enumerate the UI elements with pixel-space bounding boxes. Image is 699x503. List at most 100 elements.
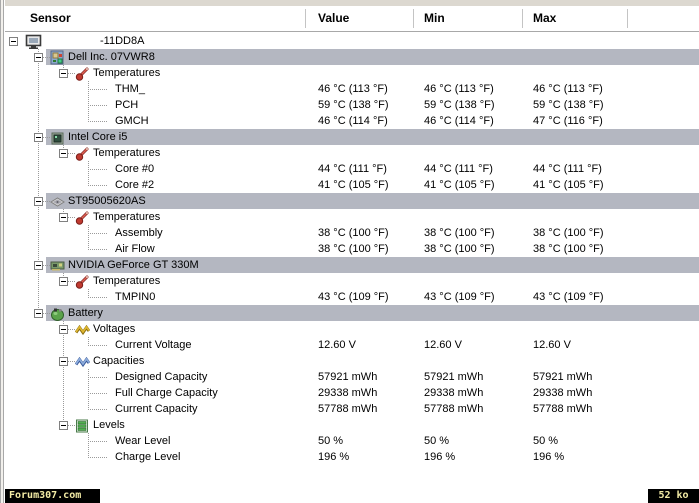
computer-icon <box>25 34 42 49</box>
tree-row[interactable]: GMCH 46 °C (114 °F) 46 °C (114 °F) 47 °C (1… <box>0 113 699 129</box>
expand-toggle[interactable] <box>59 69 68 78</box>
tree-guide <box>68 361 75 362</box>
tree-row[interactable]: Intel Core i5 <box>0 129 699 145</box>
tree-row[interactable]: Temperatures <box>0 209 699 225</box>
column-header-min[interactable]: Min <box>424 11 445 25</box>
tree-row[interactable]: Core #2 41 °C (105 °F) 41 °C (105 °F) 41 °C… <box>0 177 699 193</box>
column-header-sensor[interactable]: Sensor <box>30 11 71 25</box>
expand-toggle[interactable] <box>34 53 43 62</box>
tree-row[interactable]: PCH 59 °C (138 °F) 59 °C (138 °F) 59 °C (13… <box>0 97 699 113</box>
expand-toggle[interactable] <box>59 277 68 286</box>
expand-toggle[interactable] <box>59 357 68 366</box>
tree-guide <box>68 281 75 282</box>
max-cell: 196 % <box>533 451 565 463</box>
min-cell: 38 °C (100 °F) <box>424 227 495 239</box>
max-cell: 46 °C (113 °F) <box>533 83 603 95</box>
sensor-label: Wear Level <box>115 435 171 447</box>
wave-blue-icon <box>75 354 90 369</box>
tree-row[interactable]: Temperatures <box>0 145 699 161</box>
thermometer-icon <box>75 210 90 225</box>
device-row-highlight <box>46 193 699 209</box>
expand-toggle[interactable] <box>9 37 18 46</box>
column-separator[interactable] <box>522 9 523 28</box>
tree-guide <box>88 233 108 234</box>
sensor-label: THM_ <box>115 83 145 95</box>
device-row-highlight <box>46 305 699 321</box>
value-cell: 29338 mWh <box>318 387 378 399</box>
tree-row[interactable]: Battery <box>0 305 699 321</box>
value-cell: 196 % <box>318 451 350 463</box>
tree-row[interactable]: Core #0 44 °C (111 °F) 44 °C (111 °F) 44 °C… <box>0 161 699 177</box>
expand-toggle[interactable] <box>59 213 68 222</box>
tree-guide <box>43 57 50 58</box>
expand-toggle[interactable] <box>34 309 43 318</box>
max-cell: 38 °C (100 °F) <box>533 227 604 239</box>
tree-guide <box>68 153 75 154</box>
max-cell: 50 % <box>533 435 559 447</box>
sensor-label: NVIDIA GeForce GT 330M <box>68 259 199 271</box>
min-cell: 57788 mWh <box>424 403 484 415</box>
sensor-label: Full Charge Capacity <box>115 387 218 399</box>
max-cell: 57921 mWh <box>533 371 593 383</box>
sensor-label: Temperatures <box>93 67 161 79</box>
tree-row[interactable]: TMPIN0 43 °C (109 °F) 43 °C (109 °F) 43 °C … <box>0 289 699 305</box>
tree-guide <box>68 217 75 218</box>
tree-row[interactable]: Levels <box>0 417 699 433</box>
value-cell: 44 °C (111 °F) <box>318 163 387 175</box>
column-separator[interactable] <box>413 9 414 28</box>
min-cell: 57921 mWh <box>424 371 484 383</box>
tree-row[interactable]: Designed Capacity 57921 mWh 57921 mWh 57921… <box>0 369 699 385</box>
tree-row[interactable]: -11DD8A <box>0 33 699 49</box>
sensor-label: Temperatures <box>93 275 161 287</box>
tree-row[interactable]: Air Flow 38 °C (100 °F) 38 °C (100 °F) 38 °… <box>0 241 699 257</box>
tree-row[interactable]: Current Capacity 57788 mWh 57788 mWh 57788 … <box>0 401 699 417</box>
tree-row[interactable]: Full Charge Capacity 29338 mWh 29338 mWh 29… <box>0 385 699 401</box>
column-separator[interactable] <box>305 9 306 28</box>
wave-yellow-icon <box>75 322 90 337</box>
tree-guide <box>88 393 108 394</box>
tree-row[interactable]: ST95005620AS <box>0 193 699 209</box>
max-cell: 29338 mWh <box>533 387 593 399</box>
expand-toggle[interactable] <box>34 197 43 206</box>
sensor-label: PCH <box>115 99 139 111</box>
tree-guide <box>38 49 39 313</box>
tree-guide <box>88 337 89 345</box>
expand-toggle[interactable] <box>59 421 68 430</box>
tree-guide <box>43 313 50 314</box>
tree-guide <box>88 369 89 409</box>
sensor-label: Air Flow <box>115 243 155 255</box>
thermometer-icon <box>75 66 90 81</box>
expand-toggle[interactable] <box>59 325 68 334</box>
column-separator[interactable] <box>627 9 628 28</box>
sensor-label: Assembly <box>115 227 163 239</box>
tree-row[interactable]: Wear Level 50 % 50 % 50 % <box>0 433 699 449</box>
tree-guide <box>68 425 75 426</box>
sensor-label: Current Voltage <box>115 339 192 351</box>
value-cell: 50 % <box>318 435 344 447</box>
tree-row[interactable]: Capacities <box>0 353 699 369</box>
battery-icon <box>50 306 65 321</box>
tree-row[interactable]: Assembly 38 °C (100 °F) 38 °C (100 °F) 38 °… <box>0 225 699 241</box>
value-cell: 57788 mWh <box>318 403 378 415</box>
tree-row[interactable]: Dell Inc. 07VWR8 <box>0 49 699 65</box>
column-header-value[interactable]: Value <box>318 11 350 25</box>
device-row-highlight <box>46 49 699 65</box>
tree-row[interactable]: Voltages <box>0 321 699 337</box>
tree-row[interactable]: THM_ 46 °C (113 °F) 46 °C (113 °F) 46 °C (1… <box>0 81 699 97</box>
tree-row[interactable]: Temperatures <box>0 65 699 81</box>
tree-row[interactable]: NVIDIA GeForce GT 330M <box>0 257 699 273</box>
tree-row[interactable]: Temperatures <box>0 273 699 289</box>
min-cell: 43 °C (109 °F) <box>424 291 495 303</box>
expand-toggle[interactable] <box>34 133 43 142</box>
tree-row[interactable]: Charge Level 196 % 196 % 196 % <box>0 449 699 465</box>
tree-row[interactable]: Current Voltage 12.60 V 12.60 V 12.60 V <box>0 337 699 353</box>
expand-toggle[interactable] <box>59 149 68 158</box>
expand-toggle[interactable] <box>34 261 43 270</box>
min-cell: 50 % <box>424 435 450 447</box>
value-cell: 12.60 V <box>318 339 356 351</box>
column-header-max[interactable]: Max <box>533 11 557 25</box>
device-row-highlight <box>46 129 699 145</box>
min-cell: 44 °C (111 °F) <box>424 163 493 175</box>
window-left-border <box>0 0 5 503</box>
